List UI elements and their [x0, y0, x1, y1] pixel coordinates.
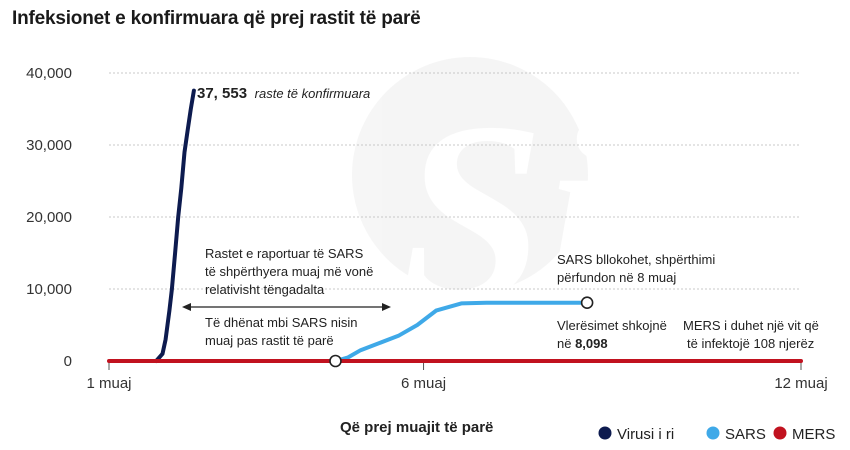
legend-swatch [706, 426, 720, 440]
y-tick-label: 0 [64, 353, 72, 370]
sars-end-marker [580, 296, 594, 309]
sars-reported-line-2: të shpërthyera muaj më vonë [205, 264, 373, 279]
new-virus-annotation: 37, 553 raste të konfirmuara [197, 85, 370, 102]
x-axis-label: Që prej muajit të parë [340, 419, 493, 436]
x-tick-label: 6 muaj [401, 375, 446, 392]
legend: Virusi i ri SARS MERS [598, 426, 835, 443]
series-layer [107, 88, 803, 368]
series-line-sars [333, 300, 590, 363]
x-tick-label: 1 muaj [86, 375, 131, 392]
estimate-value: 8,098 [575, 336, 608, 351]
sars-reported-line-1: Rastet e raportuar të SARS [205, 246, 364, 261]
sars-data-line-2: muaj pas rastit të parë [205, 333, 334, 348]
y-tick-label: 20,000 [26, 209, 72, 226]
sars-reported-line-3: relativisht tëngadalta [205, 282, 325, 297]
legend-label: MERS [792, 426, 835, 443]
new-virus-value: 37, 553 [197, 85, 247, 102]
legend-label: SARS [725, 426, 766, 443]
watermark: Si [352, 57, 618, 357]
sars-start-marker [329, 354, 342, 368]
new-virus-text: raste të konfirmuara [255, 86, 371, 101]
mers-line-1: MERS i duhet një vit që [683, 318, 819, 333]
sars-data-line-1: Të dhënat mbi SARS nisin [205, 315, 357, 330]
estimate-line-2: në 8,098 [557, 336, 608, 351]
legend-label: Virusi i ri [617, 426, 674, 443]
legend-swatch [598, 426, 612, 440]
sars-blocked-line-2: përfundon në 8 muaj [557, 270, 676, 285]
legend-swatch [773, 426, 787, 440]
y-tick-label: 40,000 [26, 65, 72, 82]
grid-lines [109, 72, 801, 290]
y-tick-label: 10,000 [26, 281, 72, 298]
chart-title: Infeksionet e konfirmuara që prej rastit… [12, 8, 421, 29]
y-axis: 0 10,000 20,000 30,000 40,000 [26, 65, 72, 370]
mers-line-2: të infektojë 108 njerëz [687, 336, 814, 351]
x-tick-label: 12 muaj [774, 375, 827, 392]
series-line-virusi-i-ri [154, 88, 196, 363]
x-axis: 1 muaj 6 muaj 12 muaj [86, 361, 828, 392]
y-tick-label: 30,000 [26, 137, 72, 154]
double-arrow [182, 303, 391, 311]
estimate-line-1: Vlerësimet shkojnë [557, 318, 667, 333]
sars-blocked-line-1: SARS bllokohet, shpërthimi [557, 252, 715, 267]
estimate-prefix: në [557, 336, 575, 351]
